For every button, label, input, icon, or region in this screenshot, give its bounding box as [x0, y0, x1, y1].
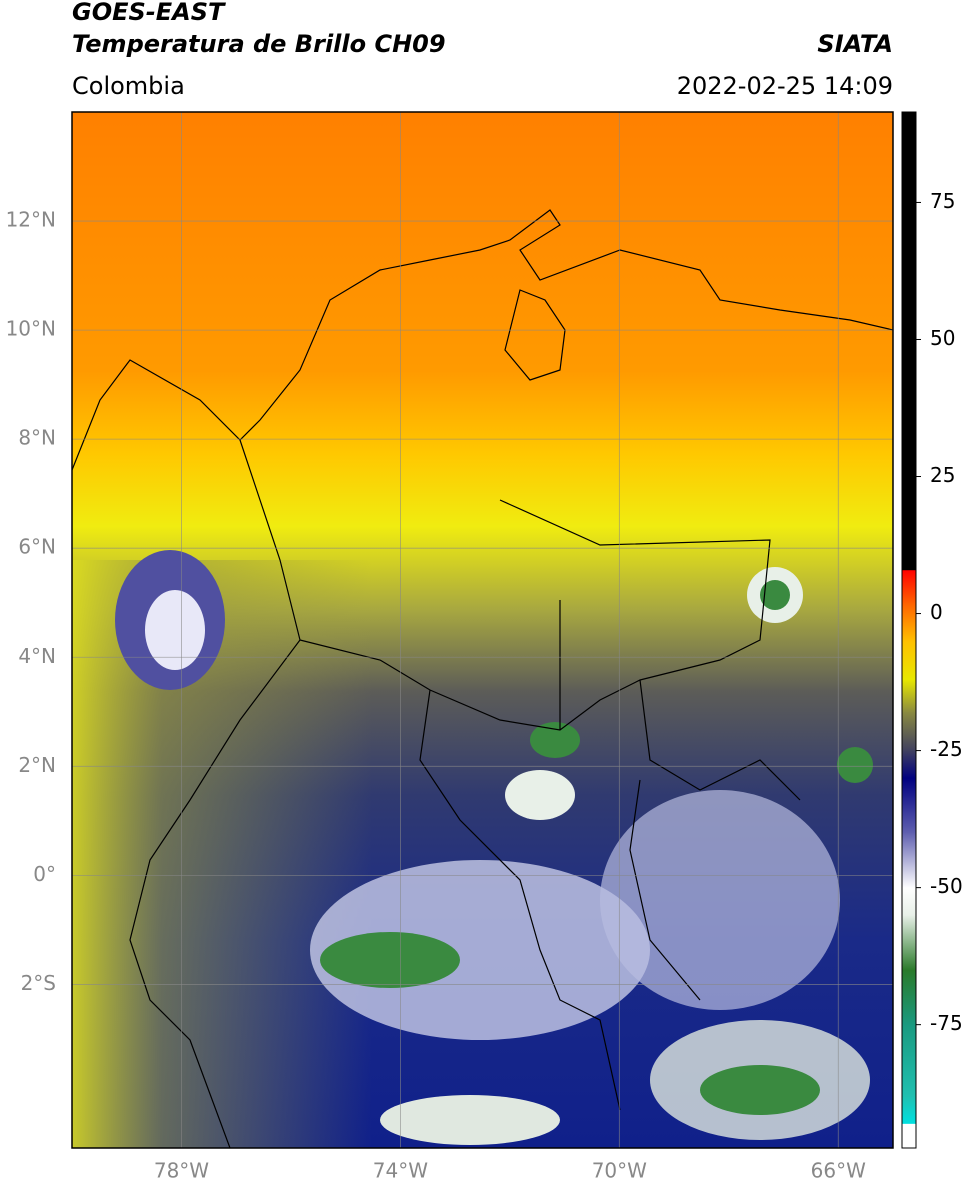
y-tick-label: 2°N [18, 753, 56, 777]
satellite-image [72, 112, 893, 1148]
colorbar-segment [902, 750, 916, 779]
colorbar-tick-label: 25 [930, 463, 955, 487]
y-tick-label: 6°N [18, 535, 56, 559]
cloud-core [700, 1065, 820, 1115]
lake [504, 289, 566, 381]
cloud-core [530, 722, 580, 758]
x-tick-label: 74°W [373, 1159, 428, 1183]
colorbar-segment [902, 112, 916, 571]
colorbar-tick-label: 75 [930, 189, 955, 213]
x-tick-label: 78°W [154, 1159, 209, 1183]
y-tick-label: 0° [33, 862, 56, 886]
y-tick-label: 4°N [18, 644, 56, 668]
colorbar-frame [901, 111, 917, 1149]
datetime: 2022-02-25 14:09 [677, 72, 893, 100]
colorbar-segment [902, 679, 916, 713]
colorbar-segment [902, 832, 916, 889]
colorbar-segment [902, 778, 916, 834]
colorbar-tick-label: -75 [930, 1011, 963, 1035]
x-tick-label: 70°W [592, 1159, 647, 1183]
cloud [310, 860, 650, 1040]
colorbar-tick-label: 50 [930, 326, 955, 350]
colorbar-segment [902, 569, 916, 604]
title-line2: Temperatura de Brillo CH09 [72, 30, 446, 58]
colorbar-segment [902, 969, 916, 1026]
y-tick-label: 8°N [18, 426, 56, 450]
colorbar-segment [902, 640, 916, 680]
x-tick-label: 66°W [811, 1159, 866, 1183]
colorbar-segment [902, 915, 916, 971]
colorbar-segment [902, 1024, 916, 1097]
coastline [72, 209, 893, 471]
colorbar-tick-label: 0 [930, 600, 943, 624]
map-frame [71, 111, 894, 1149]
region: Colombia [72, 72, 185, 100]
cloud [145, 590, 205, 670]
colorbar-segment [902, 712, 916, 752]
colorbar-tick-label: -50 [930, 874, 963, 898]
cloud-core [320, 932, 460, 988]
y-tick-label: 10°N [6, 317, 56, 341]
colorbar-segment [902, 1095, 916, 1124]
cloud-core [760, 580, 790, 610]
source: SIATA [817, 30, 893, 58]
border [129, 439, 801, 1148]
title-line1: GOES-EAST [72, 0, 226, 26]
colorbar-segment [902, 887, 916, 916]
y-tick-label: 12°N [6, 208, 56, 232]
colorbar-segment [902, 602, 916, 642]
y-tick-label: 2°S [21, 971, 56, 995]
image-band [72, 560, 372, 1148]
cloud [380, 1095, 560, 1145]
cloud-core [837, 747, 873, 783]
cloud [600, 790, 840, 1010]
cloud [505, 770, 575, 820]
colorbar-tick-label: -25 [930, 737, 963, 761]
colorbar-segment [902, 1123, 916, 1149]
